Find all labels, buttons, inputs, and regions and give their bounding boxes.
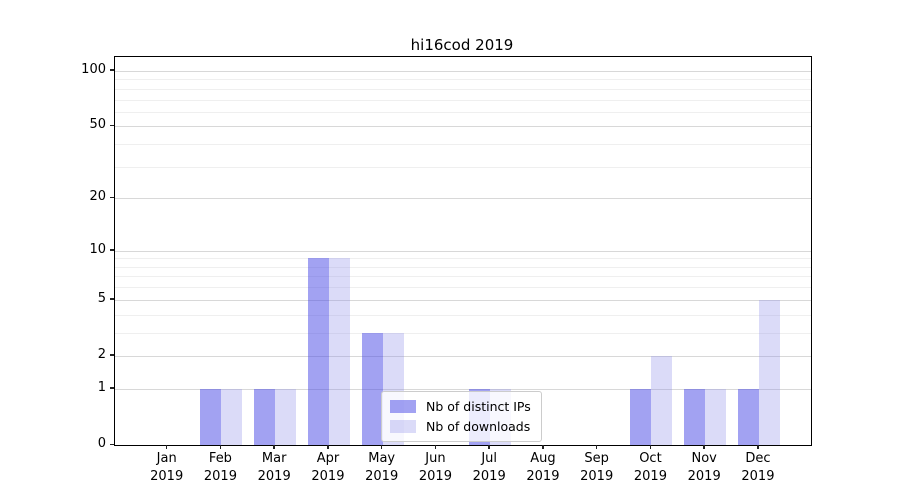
gridline-minor-y30 <box>115 166 811 168</box>
gridline-minor-y6 <box>115 287 811 289</box>
ytick-label-y2: 2 <box>97 346 106 362</box>
ytick-mark-y0 <box>109 443 114 445</box>
gridline-major-y5 <box>115 299 811 301</box>
ytick-mark-y20 <box>109 196 114 199</box>
chart-title: hi16cod 2019 <box>410 36 514 54</box>
ytick-label-y0: 0 <box>97 436 106 451</box>
bar-ips-apr <box>307 258 329 445</box>
xtick-label-sep: Sep 2019 <box>580 451 614 484</box>
bar-ips-nov <box>684 388 706 445</box>
legend-swatch-1 <box>390 420 416 433</box>
xtick-label-feb: Feb 2019 <box>203 451 237 484</box>
gridline-major-y20 <box>115 198 811 200</box>
gridline-major-y1 <box>115 388 811 390</box>
gridline-minor-y4 <box>115 314 811 316</box>
xtick-label-jun: Jun 2019 <box>418 451 452 484</box>
legend-row-0: Nb of distinct IPs <box>390 398 531 415</box>
xtick-label-jul: Jul 2019 <box>472 451 506 484</box>
bar-ips-mar <box>254 388 276 445</box>
gridline-minor-y7 <box>115 276 811 278</box>
xtick-mark-apr <box>327 445 329 449</box>
legend-label-1: Nb of downloads <box>426 419 531 434</box>
gridline-minor-y8 <box>115 266 811 268</box>
xtick-label-mar: Mar 2019 <box>257 451 291 484</box>
gridline-major-y100 <box>115 70 811 72</box>
ytick-label-y10: 10 <box>89 241 106 257</box>
xtick-mark-aug <box>542 445 544 449</box>
bar-downloads-apr <box>328 258 350 445</box>
xtick-mark-may <box>380 445 383 449</box>
gridline-major-y2 <box>115 355 811 357</box>
legend-row-1: Nb of downloads <box>390 418 531 435</box>
bar-ips-may <box>361 332 383 445</box>
ytick-mark-y100 <box>109 69 114 71</box>
xtick-label-oct: Oct 2019 <box>633 451 667 484</box>
xtick-label-dec: Dec 2019 <box>741 451 775 484</box>
ytick-mark-y1 <box>109 387 114 389</box>
bar-ips-dec <box>737 388 759 445</box>
legend-label-0: Nb of distinct IPs <box>426 399 531 414</box>
bar-downloads-nov <box>705 388 727 445</box>
xtick-mark-jan <box>165 445 168 449</box>
xtick-mark-mar <box>273 445 275 449</box>
ytick-mark-y50 <box>109 124 114 127</box>
gridline-minor-y40 <box>115 144 811 146</box>
xtick-mark-jun <box>434 445 437 449</box>
xtick-label-jan: Jan 2019 <box>150 451 184 484</box>
xtick-mark-nov <box>703 445 705 449</box>
ytick-label-y5: 5 <box>97 290 106 306</box>
xtick-label-may: May 2019 <box>365 451 399 484</box>
xtick-mark-jul <box>488 445 490 449</box>
xtick-mark-feb <box>219 445 222 449</box>
gridline-minor-y70 <box>115 99 811 101</box>
xtick-label-aug: Aug 2019 <box>526 451 560 484</box>
gridline-minor-y80 <box>115 88 811 90</box>
ytick-mark-y2 <box>109 354 114 356</box>
gridline-minor-y90 <box>115 79 811 81</box>
ytick-label-y50: 50 <box>89 117 106 133</box>
bar-ips-oct <box>630 388 652 445</box>
legend: Nb of distinct IPs Nb of downloads <box>381 391 542 442</box>
xtick-mark-oct <box>649 445 652 449</box>
gridline-minor-y9 <box>115 258 811 260</box>
ytick-label-y100: 100 <box>81 61 106 77</box>
gridline-minor-y60 <box>115 111 811 113</box>
gridline-minor-y3 <box>115 332 811 334</box>
legend-swatch-0 <box>390 400 416 413</box>
gridline-major-y50 <box>115 126 811 128</box>
xtick-label-apr: Apr 2019 <box>311 451 345 484</box>
bar-downloads-dec <box>758 299 780 445</box>
xtick-label-nov: Nov 2019 <box>687 451 721 484</box>
plot-area: Nb of distinct IPs Nb of downloads <box>114 56 812 446</box>
bar-downloads-oct <box>651 355 673 445</box>
xtick-mark-sep <box>595 445 598 449</box>
gridline-major-y10 <box>115 250 811 252</box>
ytick-mark-y5 <box>109 298 114 300</box>
bar-downloads-feb <box>221 388 243 445</box>
bar-ips-feb <box>200 388 222 445</box>
ytick-label-y20: 20 <box>89 189 106 205</box>
ytick-mark-y10 <box>109 249 114 251</box>
xtick-mark-dec <box>757 445 759 449</box>
ytick-label-y1: 1 <box>97 379 106 395</box>
bar-downloads-mar <box>275 388 297 445</box>
